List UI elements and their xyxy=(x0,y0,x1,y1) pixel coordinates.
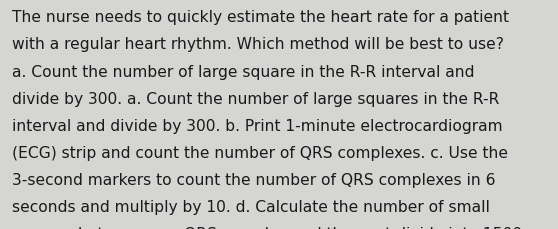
Text: with a regular heart rhythm. Which method will be best to use?: with a regular heart rhythm. Which metho… xyxy=(12,37,504,52)
Text: 3-second markers to count the number of QRS complexes in 6: 3-second markers to count the number of … xyxy=(12,172,496,187)
Text: divide by 300. a. Count the number of large squares in the R-R: divide by 300. a. Count the number of la… xyxy=(12,91,499,106)
Text: interval and divide by 300. b. Print 1-minute electrocardiogram: interval and divide by 300. b. Print 1-m… xyxy=(12,118,503,133)
Text: (ECG) strip and count the number of QRS complexes. c. Use the: (ECG) strip and count the number of QRS … xyxy=(12,145,508,160)
Text: seconds and multiply by 10. d. Calculate the number of small: seconds and multiply by 10. d. Calculate… xyxy=(12,199,490,214)
Text: a. Count the number of large square in the R-R interval and: a. Count the number of large square in t… xyxy=(12,64,475,79)
Text: The nurse needs to quickly estimate the heart rate for a patient: The nurse needs to quickly estimate the … xyxy=(12,10,509,25)
Text: squares between one QRS complex and the next divide into 1500: squares between one QRS complex and the … xyxy=(12,226,522,229)
